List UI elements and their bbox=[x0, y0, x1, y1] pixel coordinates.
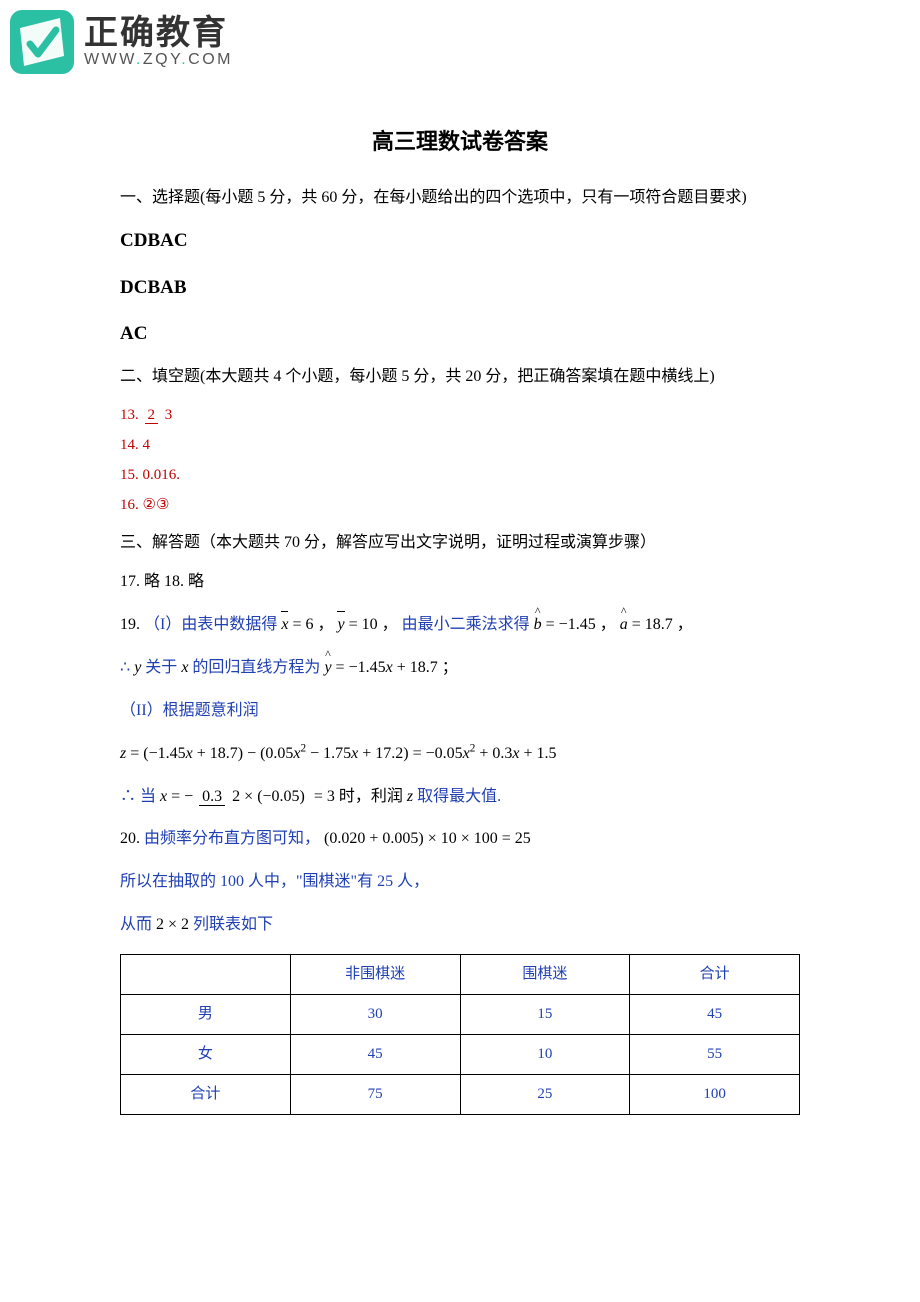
url-part: COM bbox=[188, 51, 233, 68]
table-cell: 45 bbox=[630, 994, 800, 1034]
q19-text: （I）由表中数据得 bbox=[144, 616, 277, 633]
q19-about: 关于 bbox=[145, 659, 181, 676]
answer-15: 15. 0.016. bbox=[120, 462, 800, 489]
url-part: WWW bbox=[84, 51, 136, 68]
document-body: 高三理数试卷答案 一、选择题(每小题 5 分，共 60 分，在每小题给出的四个选… bbox=[0, 74, 920, 1155]
table-cell: 15 bbox=[460, 994, 630, 1034]
brand-name: 正确教育 bbox=[84, 16, 233, 50]
section2-heading: 二、填空题(本大题共 4 个小题，每小题 5 分，共 20 分，把正确答案填在题… bbox=[120, 363, 800, 392]
q13-denominator: 3 bbox=[162, 407, 176, 423]
table-header: 围棋迷 bbox=[460, 954, 630, 994]
brand-header: 正确教育 WWW.ZQY.COM bbox=[0, 0, 920, 74]
q19-regression: 的回归直线方程为 bbox=[192, 659, 324, 676]
table-header: 合计 bbox=[630, 954, 800, 994]
q19-text2: 由最小二乘法求得 bbox=[402, 616, 530, 633]
table-cell: 30 bbox=[290, 994, 460, 1034]
page-title: 高三理数试卷答案 bbox=[120, 122, 800, 162]
q19-yhat: = −1.45 bbox=[332, 659, 386, 676]
table-cell: 75 bbox=[290, 1074, 460, 1114]
table-cell: 合计 bbox=[121, 1074, 291, 1114]
q20-label: 20. bbox=[120, 830, 140, 847]
table-row: 合计 75 25 100 bbox=[121, 1074, 800, 1114]
q19-const: + 18.7 ； bbox=[393, 659, 458, 676]
q19-eq3: = 3 时，利润 bbox=[314, 788, 407, 805]
table-cell: 女 bbox=[121, 1034, 291, 1074]
mc-answers-line3: AC bbox=[120, 317, 800, 351]
answer-19-line1: 19. （I）由表中数据得 x = 6 ， y = 10 ， 由最小二乘法求得 … bbox=[120, 610, 800, 640]
mc-answers-line1: CDBAC bbox=[120, 224, 800, 258]
q19-when: ∴ 当 bbox=[120, 788, 160, 805]
section1-heading: 一、选择题(每小题 5 分，共 60 分，在每小题给出的四个选项中，只有一项符合… bbox=[120, 184, 800, 213]
q19-ahat: = 18.7 ， bbox=[628, 616, 693, 633]
answer-14: 14. 4 bbox=[120, 432, 800, 459]
answer-13: 13. 2 3 bbox=[120, 402, 800, 429]
q20-table-intro: 列联表如下 bbox=[193, 916, 273, 933]
brand-url: WWW.ZQY.COM bbox=[84, 52, 233, 68]
table-cell: 55 bbox=[630, 1034, 800, 1074]
answer-17-18: 17. 略 18. 略 bbox=[120, 568, 800, 597]
table-row: 女 45 10 55 bbox=[121, 1034, 800, 1074]
table-header: 非围棋迷 bbox=[290, 954, 460, 994]
table-cell: 25 bbox=[460, 1074, 630, 1114]
q20-text1: 由频率分布直方图可知， bbox=[144, 830, 320, 847]
answer-20-line2: 所以在抽取的 100 人中，"围棋迷"有 25 人， bbox=[120, 868, 800, 897]
table-header bbox=[121, 954, 291, 994]
answer-19-line2: ∴ y 关于 x 的回归直线方程为 y = −1.45x + 18.7 ； bbox=[120, 654, 800, 683]
q20-hence: 从而 bbox=[120, 916, 156, 933]
table-cell: 45 bbox=[290, 1034, 460, 1074]
table-cell: 男 bbox=[121, 994, 291, 1034]
mc-answers-line2: DCBAB bbox=[120, 271, 800, 305]
table-header-row: 非围棋迷 围棋迷 合计 bbox=[121, 954, 800, 994]
q19-bhat: = −1.45 ， bbox=[542, 616, 616, 633]
q19-label: 19. bbox=[120, 616, 140, 633]
q19-frac-den: 2 × (−0.05) bbox=[229, 788, 308, 805]
q19-ybar: = 10 ， bbox=[345, 616, 398, 633]
brand-logo-icon bbox=[10, 10, 74, 74]
answer-20-line1: 20. 由频率分布直方图可知， (0.020 + 0.005) × 10 × 1… bbox=[120, 825, 800, 854]
q20-2x2: 2 × 2 bbox=[156, 916, 189, 933]
q20-calc: (0.020 + 0.005) × 10 × 100 = 25 bbox=[324, 830, 531, 847]
table-cell: 10 bbox=[460, 1034, 630, 1074]
q13-label: 13. bbox=[120, 407, 139, 423]
section3-heading: 三、解答题（本大题共 70 分，解答应写出文字说明，证明过程或演算步骤） bbox=[120, 529, 800, 558]
q19-xbar: = 6 ， bbox=[288, 616, 333, 633]
answer-19-part2-label: （II）根据题意利润 bbox=[120, 697, 800, 726]
table-cell: 100 bbox=[630, 1074, 800, 1114]
q19-max: 取得最大值. bbox=[417, 788, 501, 805]
q19-therefore: ∴ bbox=[120, 659, 134, 676]
brand-text: 正确教育 WWW.ZQY.COM bbox=[84, 16, 233, 68]
table-row: 男 30 15 45 bbox=[121, 994, 800, 1034]
answer-19-line4: ∴ 当 x = − 0.3 2 × (−0.05) = 3 时，利润 z 取得最… bbox=[120, 783, 800, 812]
contingency-table: 非围棋迷 围棋迷 合计 男 30 15 45 女 45 10 55 合计 75 … bbox=[120, 954, 800, 1115]
url-part: ZQY bbox=[143, 51, 181, 68]
answer-16: 16. ②③ bbox=[120, 492, 800, 519]
q13-numerator: 2 bbox=[145, 407, 159, 424]
answer-19-z-eq: z = (−1.45x + 18.7) − (0.05x2 − 1.75x + … bbox=[120, 740, 800, 769]
q19-frac-num: 0.3 bbox=[199, 788, 225, 806]
answer-20-line3: 从而 2 × 2 列联表如下 bbox=[120, 911, 800, 940]
